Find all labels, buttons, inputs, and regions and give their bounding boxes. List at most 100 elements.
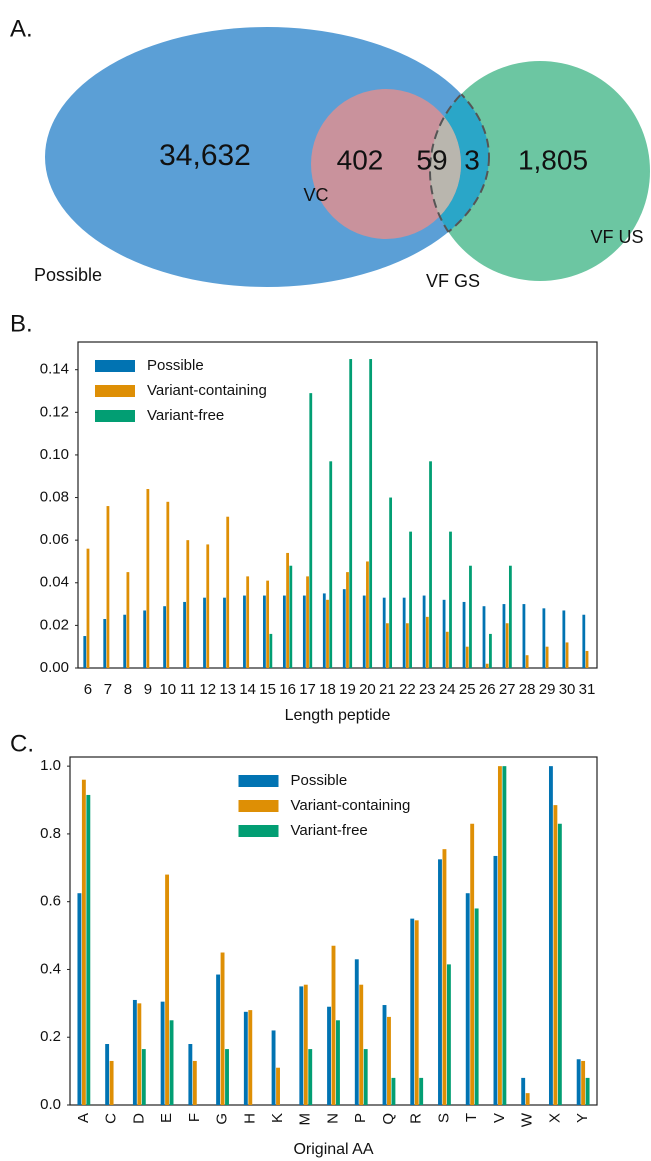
bar xyxy=(326,599,329,668)
legend-swatch xyxy=(238,800,279,812)
x-tick-label: 22 xyxy=(399,681,416,698)
bar xyxy=(414,920,419,1105)
bar xyxy=(220,952,225,1105)
bar xyxy=(382,1005,387,1105)
set-label: Possible xyxy=(34,265,102,285)
bar xyxy=(462,601,466,668)
legend-label: Variant-containing xyxy=(291,797,411,814)
bar xyxy=(203,597,206,668)
bar xyxy=(562,610,566,668)
x-tick-label: 26 xyxy=(479,681,496,698)
x-tick-label: S xyxy=(435,1113,452,1123)
bar xyxy=(542,608,546,668)
y-tick-label: 0.02 xyxy=(40,616,69,633)
bar xyxy=(336,1020,340,1105)
bar xyxy=(106,506,110,668)
bar xyxy=(331,945,336,1105)
x-tick-label: 15 xyxy=(259,681,276,698)
y-tick-label: 0.04 xyxy=(40,574,69,591)
bar xyxy=(146,489,150,668)
bar xyxy=(163,606,167,668)
bar xyxy=(442,849,447,1105)
x-tick-label: 21 xyxy=(379,681,396,698)
bar xyxy=(276,1067,280,1105)
bar xyxy=(557,823,562,1105)
legend-label: Possible xyxy=(147,357,204,374)
x-tick-label: 7 xyxy=(104,681,112,698)
set-vc xyxy=(311,89,461,239)
bar xyxy=(346,572,349,668)
bar xyxy=(126,572,130,668)
bar xyxy=(502,766,507,1105)
bar xyxy=(243,595,246,668)
bar xyxy=(425,616,429,668)
bar xyxy=(186,540,190,668)
bar xyxy=(429,461,432,668)
bar xyxy=(422,595,426,668)
legend-label: Possible xyxy=(291,772,348,789)
bar xyxy=(553,805,558,1105)
x-tick-label: K xyxy=(269,1113,286,1123)
set-label: VF GS xyxy=(426,271,480,291)
x-tick-label: 9 xyxy=(144,681,152,698)
legend-swatch xyxy=(238,775,279,787)
bar xyxy=(160,1001,165,1105)
x-tick-label: 23 xyxy=(419,681,436,698)
bar xyxy=(502,604,506,668)
bar xyxy=(103,618,107,668)
set-label: VF US xyxy=(590,227,643,247)
bar xyxy=(271,1030,276,1105)
bar xyxy=(132,999,137,1105)
bar xyxy=(86,794,91,1105)
y-tick-label: 0.06 xyxy=(40,531,69,548)
bar xyxy=(470,823,475,1105)
bar xyxy=(469,565,472,668)
x-tick-label: 25 xyxy=(459,681,476,698)
x-tick-label: Y xyxy=(574,1113,591,1123)
legend-swatch xyxy=(95,410,135,422)
region-count: 1,805 xyxy=(518,144,588,175)
x-axis-label: Original AA xyxy=(293,1141,373,1158)
bar xyxy=(216,974,221,1105)
bar xyxy=(582,614,586,668)
dashed-outline xyxy=(430,61,490,281)
bar xyxy=(354,959,359,1105)
bar xyxy=(188,1044,193,1105)
bar xyxy=(77,893,82,1105)
x-tick-label: 8 xyxy=(124,681,132,698)
x-tick-label: 12 xyxy=(199,681,216,698)
bar xyxy=(482,606,486,668)
bar xyxy=(282,595,286,668)
y-tick-label: 1.0 xyxy=(40,757,61,774)
bar xyxy=(266,580,270,668)
legend-label: Variant-containing xyxy=(147,382,267,399)
bar xyxy=(165,874,170,1105)
bar xyxy=(359,984,364,1105)
bar xyxy=(465,893,470,1105)
bar xyxy=(81,779,86,1105)
legend-label: Variant-free xyxy=(291,822,368,839)
bar xyxy=(545,646,549,668)
bar xyxy=(286,552,289,668)
y-tick-label: 0.10 xyxy=(40,446,69,463)
region-count: 59 xyxy=(416,144,447,175)
x-tick-label: T xyxy=(463,1113,480,1122)
x-tick-label: 31 xyxy=(579,681,596,698)
bar xyxy=(327,1006,331,1105)
bar xyxy=(386,623,389,668)
bar xyxy=(299,986,304,1105)
bar xyxy=(302,595,306,668)
y-tick-label: 0.08 xyxy=(40,489,69,506)
y-tick-label: 0.00 xyxy=(40,659,69,676)
y-tick-label: 0.8 xyxy=(40,825,61,842)
bar xyxy=(449,531,452,668)
bar xyxy=(493,855,498,1105)
bar xyxy=(489,633,492,668)
bar xyxy=(409,531,412,668)
x-tick-label: 27 xyxy=(499,681,516,698)
bar xyxy=(576,1059,581,1105)
x-tick-label: 10 xyxy=(159,681,176,698)
x-tick-label: 11 xyxy=(180,681,196,698)
bar xyxy=(143,610,147,668)
